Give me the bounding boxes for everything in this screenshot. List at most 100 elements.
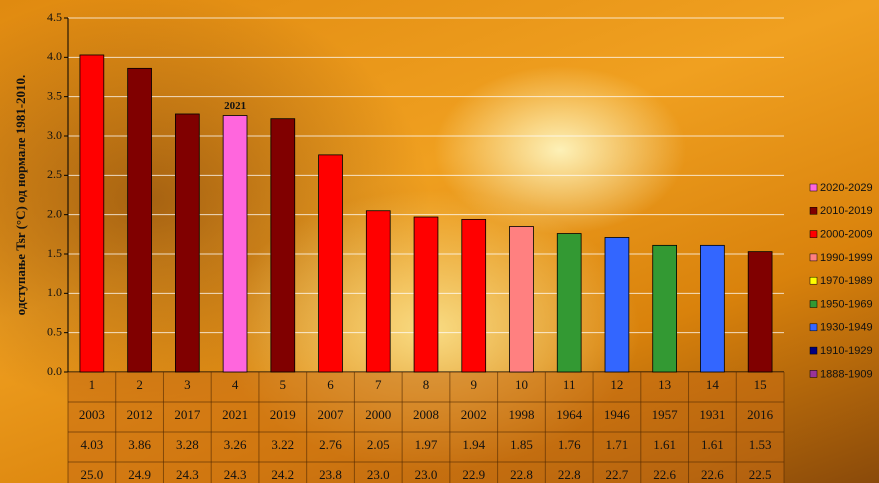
legend-swatch <box>809 183 818 192</box>
table-cell: 23.0 <box>367 467 390 482</box>
bar <box>556 233 582 373</box>
table-cell: 1.76 <box>558 437 581 452</box>
bar <box>127 67 152 373</box>
legend-swatch <box>809 370 818 378</box>
table-cell: 2021 <box>222 407 248 422</box>
bar <box>413 216 439 373</box>
y-tick-label: 4.0 <box>47 49 62 63</box>
table-cell: 2012 <box>127 407 153 422</box>
table-cell: 5 <box>280 377 287 392</box>
table-cell: 3 <box>184 377 191 392</box>
y-tick-label: 0.5 <box>47 324 62 338</box>
table-cell: 1.61 <box>653 437 676 452</box>
table-cell: 4 <box>232 377 239 392</box>
legend-label: 1888-1909 <box>820 368 873 380</box>
table-cell: 1957 <box>652 407 679 422</box>
table-cell: 3.22 <box>271 437 294 452</box>
y-tick-label: 3.5 <box>47 88 62 102</box>
table-cell: 1.61 <box>701 437 724 452</box>
y-axis-label: одступање Tsr (°C) од нормале 1981-2010. <box>13 75 28 316</box>
table-cell: 2002 <box>461 407 487 422</box>
legend-label: 1910-1929 <box>820 345 873 357</box>
table-cell: 2 <box>136 377 143 392</box>
table-cell: 2019 <box>270 407 296 422</box>
table-cell: 2.76 <box>319 437 342 452</box>
table-cell: 1931 <box>699 407 725 422</box>
table-cell: 1.53 <box>749 437 772 452</box>
legend-swatch <box>809 346 818 355</box>
table-cell: 6 <box>327 377 334 392</box>
table-cell: 15 <box>754 377 767 392</box>
table-cell: 23.0 <box>415 467 438 482</box>
y-tick-label: 2.0 <box>47 206 62 220</box>
table-cell: 2000 <box>365 407 391 422</box>
table-cell: 1946 <box>604 407 631 422</box>
y-tick-label: 1.0 <box>47 285 62 299</box>
bar <box>652 244 678 373</box>
bar-annotation: 2021 <box>224 100 246 112</box>
table-cell: 8 <box>423 377 430 392</box>
table-cell: 7 <box>375 377 382 392</box>
table-cell: 12 <box>610 377 623 392</box>
table-cell: 1.97 <box>415 437 438 452</box>
y-tick-label: 4.5 <box>47 10 62 24</box>
legend-swatch <box>809 276 818 285</box>
legend-swatch <box>809 253 818 262</box>
table-cell: 10 <box>515 377 528 392</box>
bar <box>79 54 105 373</box>
table-cell: 22.6 <box>653 467 676 482</box>
table-cell: 11 <box>563 377 576 392</box>
table-cell: 22.9 <box>462 467 485 482</box>
bar <box>318 154 343 373</box>
table-cell: 2008 <box>413 407 439 422</box>
table-cell: 3.28 <box>176 437 199 452</box>
legend-label: 1930-1949 <box>820 322 873 334</box>
table-cell: 3.86 <box>128 437 151 452</box>
table-cell: 1.94 <box>462 437 485 452</box>
table-cell: 2007 <box>318 407 345 422</box>
table-bg <box>68 372 784 483</box>
table-cell: 1.85 <box>510 437 533 452</box>
table-cell: 13 <box>658 377 671 392</box>
y-tick-label: 1.5 <box>47 246 62 260</box>
bar <box>270 118 296 373</box>
bar <box>461 218 487 373</box>
y-tick-label: 2.5 <box>47 167 62 181</box>
legend-label: 2010-2019 <box>820 205 873 217</box>
table-cell: 2016 <box>747 407 774 422</box>
table-cell: 1964 <box>556 407 583 422</box>
table-cell: 24.2 <box>271 467 294 482</box>
table-cell: 24.9 <box>128 467 151 482</box>
table-cell: 2.05 <box>367 437 390 452</box>
bar <box>700 244 725 373</box>
bar <box>174 113 200 373</box>
bar <box>365 210 391 373</box>
table-cell: 4.03 <box>80 437 103 452</box>
table-cell: 1 <box>89 377 96 392</box>
legend-swatch <box>809 323 818 332</box>
bar <box>509 226 534 373</box>
legend-swatch <box>809 207 818 215</box>
table-cell: 22.8 <box>558 467 581 482</box>
table-cell: 2003 <box>79 407 105 422</box>
y-tick-label: 0.0 <box>47 364 62 378</box>
table-cell: 24.3 <box>224 467 247 482</box>
legend-label: 1970-1989 <box>820 275 873 287</box>
table-cell: 24.3 <box>176 467 199 482</box>
legend-swatch <box>809 300 818 308</box>
legend-swatch <box>809 230 818 238</box>
legend-label: 1990-1999 <box>820 252 873 264</box>
table-cell: 23.8 <box>319 467 342 482</box>
table-cell: 1.71 <box>606 437 629 452</box>
table-cell: 2017 <box>174 407 201 422</box>
table-cell: 22.6 <box>701 467 724 482</box>
table-cell: 3.26 <box>224 437 247 452</box>
table-cell: 9 <box>470 377 477 392</box>
bar <box>747 251 773 373</box>
legend-label: 1950-1969 <box>820 298 873 310</box>
table-cell: 25.0 <box>80 467 103 482</box>
legend-label: 2020-2029 <box>820 182 873 194</box>
bar <box>604 237 630 373</box>
